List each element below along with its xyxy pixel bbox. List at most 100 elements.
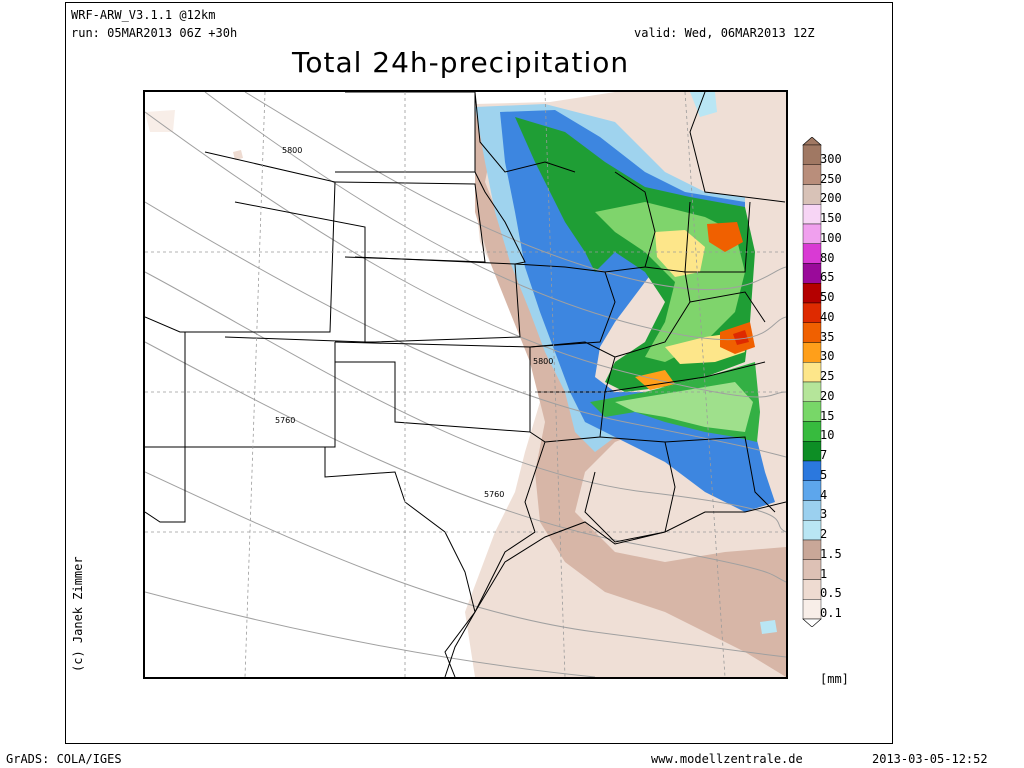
boundary-line [689,92,786,203]
colorbar-label: 5 [820,467,828,482]
contour-line [244,92,786,291]
colorbar-swatch [802,144,822,165]
contour-line [145,471,786,658]
grid-line [244,92,266,677]
boundary-line [184,332,336,448]
boundary-line [685,201,751,273]
precip-yellow-north [655,230,705,277]
contour-line [145,341,786,583]
gulf-coastline [444,501,786,677]
boundary-line [145,446,186,523]
colorbar-swatch [802,441,822,462]
colorbar-label: 30 [820,349,835,364]
colorbar-swatch [802,302,822,323]
contour-label: 5800 [282,146,302,155]
colorbar-label: 7 [820,448,828,462]
grid-lines [145,92,786,677]
footer-grads: GrADS: COLA/IGES [6,752,122,766]
contour-line [204,92,786,341]
figure-frame [65,2,893,744]
colorbar-label: 0.1 [820,606,842,620]
boundary-line [535,391,606,443]
copyright-credit: (c) Janek Zimmer [71,556,85,672]
precip-orange-south [635,370,675,390]
colorbar-swatch [802,204,822,225]
contour-label: 5760 [484,490,504,499]
colorbar-swatch [802,322,822,343]
height-contours [145,92,786,677]
colorbar-swatch [802,283,822,304]
colorbar-swatch [802,401,822,422]
contour-line [145,201,786,458]
precip-lake-blue [690,92,717,117]
boundary-line [334,341,531,433]
boundary-line [604,171,656,273]
boundary-line [614,271,691,358]
colorbar-swatch [802,342,822,363]
contour-label: 5760 [275,416,295,425]
model-label: WRF-ARW_V3.1.1 @12km [71,8,216,22]
colorbar-swatch [802,500,822,521]
colorbar-swatch [802,164,822,185]
colorbar-label: 35 [820,329,835,344]
precip-lightgreen-area [595,202,745,362]
colorbar-label: 80 [820,250,835,265]
colorbar-label: 50 [820,290,835,304]
boundary-line [224,201,366,343]
colorbar-swatch [802,243,822,264]
boundary-line [474,171,526,265]
unit-label: [mm] [820,672,849,686]
colorbar-label: 25 [820,369,835,383]
precip-west-spot-1 [233,150,243,160]
precip-gulf-blue [760,620,777,634]
valid-label: valid: Wed, 06MAR2013 12Z [634,26,815,40]
state-boundaries [145,92,786,677]
colorbar-bottom-arrow [802,618,822,627]
grid-line [684,92,726,677]
colorbar-label: 200 [820,191,842,206]
colorbar-label: 40 [820,309,835,324]
run-label: run: 05MAR2013 06Z +30h [71,26,238,40]
colorbar-swatch [802,381,822,402]
colorbar-swatch [802,421,822,442]
contour-line [145,271,786,533]
colorbar-swatch [802,184,822,205]
colorbar-swatch [802,480,822,501]
colorbar-swatch [802,263,822,284]
colorbar-swatch [802,559,822,580]
colorbar-label: 65 [820,270,835,285]
colorbar-label: 10 [820,428,835,443]
footer-timestamp: 2013-03-05-12:52 [872,752,988,766]
colorbar-swatch [802,539,822,560]
precip-west-spot-2 [145,110,175,132]
boundary-line [474,92,576,173]
precip-orange-north [707,222,743,252]
colorbar-swatch [802,362,822,383]
map-title: Total 24h-precipitation [292,46,630,79]
grid-line [544,92,566,677]
contour-line [145,111,786,398]
colorbar-swatch [802,579,822,600]
precipitation-map: 5800 5760 5800 5760 [143,90,788,679]
precip-red-core [733,330,749,345]
colorbar-swatch [802,223,822,244]
colorbar-label: 250 [820,171,842,186]
colorbar-label: 150 [820,211,842,225]
boundary-line [664,436,776,513]
colorbar [802,137,822,627]
colorbar-label: 3 [820,507,828,522]
boundary-line [334,181,486,263]
boundary-line [145,151,336,333]
colorbar-swatch [802,460,822,481]
contour-label: 5800 [533,357,553,366]
colorbar-top-arrow [802,137,822,146]
colorbar-label: 100 [820,230,842,245]
precip-lightgreen-south [615,382,753,432]
footer-website: www.modellzentrale.de [651,752,803,766]
boundary-line [514,263,616,348]
colorbar-label: 15 [820,408,835,423]
colorbar-label: 300 [820,151,842,166]
boundary-line [354,256,521,343]
boundary-line [689,291,766,323]
colorbar-swatch [802,599,822,620]
